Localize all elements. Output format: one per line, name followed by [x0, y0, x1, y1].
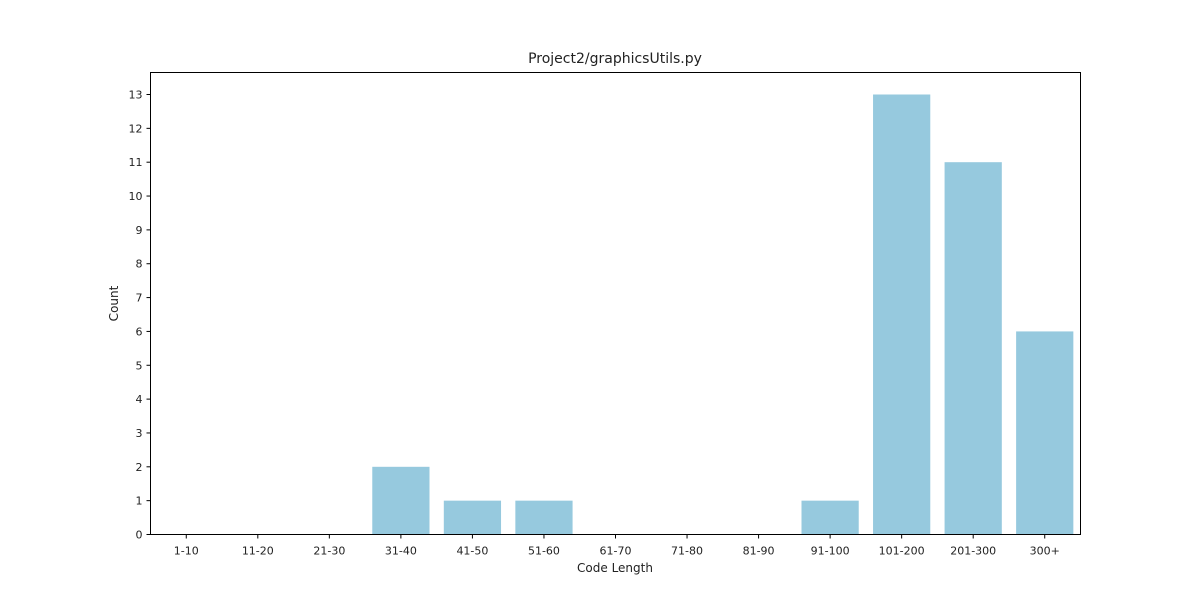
y-tick-label: 4: [136, 393, 143, 406]
y-tick-label: 13: [129, 89, 143, 102]
x-tick-label: 101-200: [879, 545, 925, 558]
bar-31-40: [372, 466, 430, 535]
y-tick-label: 0: [136, 529, 143, 542]
x-tick-label: 31-40: [385, 545, 417, 558]
x-tick-label: 41-50: [456, 545, 488, 558]
bar-300+: [1016, 331, 1074, 535]
x-tick-label: 1-10: [174, 545, 199, 558]
x-tick-label: 11-20: [242, 545, 274, 558]
x-tick-label: 71-80: [671, 545, 703, 558]
y-tick-label: 12: [129, 122, 143, 135]
plot-frame: [150, 72, 1081, 535]
x-axis-label: Code Length: [577, 561, 653, 575]
x-axis: 1-10 11-20 21-30 31-40 41-50 51-60 61-70 71-80 8…: [174, 534, 1060, 558]
bar-101-200: [873, 94, 931, 535]
x-tick-label: 61-70: [600, 545, 632, 558]
y-tick-label: 2: [136, 461, 143, 474]
y-tick-label: 7: [136, 292, 143, 305]
y-axis-label: Count: [107, 285, 121, 321]
y-tick-label: 3: [136, 427, 143, 440]
y-tick-label: 11: [129, 156, 143, 169]
x-tick-label: 51-60: [528, 545, 560, 558]
x-tick-label: 201-300: [950, 545, 996, 558]
bar-41-50: [443, 500, 502, 535]
y-tick-label: 9: [136, 224, 143, 237]
y-tick-label: 1: [136, 495, 143, 508]
bar-51-60: [515, 500, 573, 535]
y-tick-label: 5: [136, 359, 143, 372]
bar-201-300: [944, 162, 1002, 535]
bar-91-100: [801, 500, 859, 535]
chart-title: Project2/graphicsUtils.py: [528, 51, 702, 67]
x-tick-label: 81-90: [743, 545, 775, 558]
x-tick-label: 21-30: [313, 545, 345, 558]
y-tick-label: 10: [129, 190, 143, 203]
y-tick-label: 6: [136, 325, 143, 338]
x-tick-label: 91-100: [811, 545, 850, 558]
y-tick-label: 8: [136, 258, 143, 271]
x-tick-label: 300+: [1030, 545, 1060, 558]
bars-group: [372, 94, 1074, 535]
